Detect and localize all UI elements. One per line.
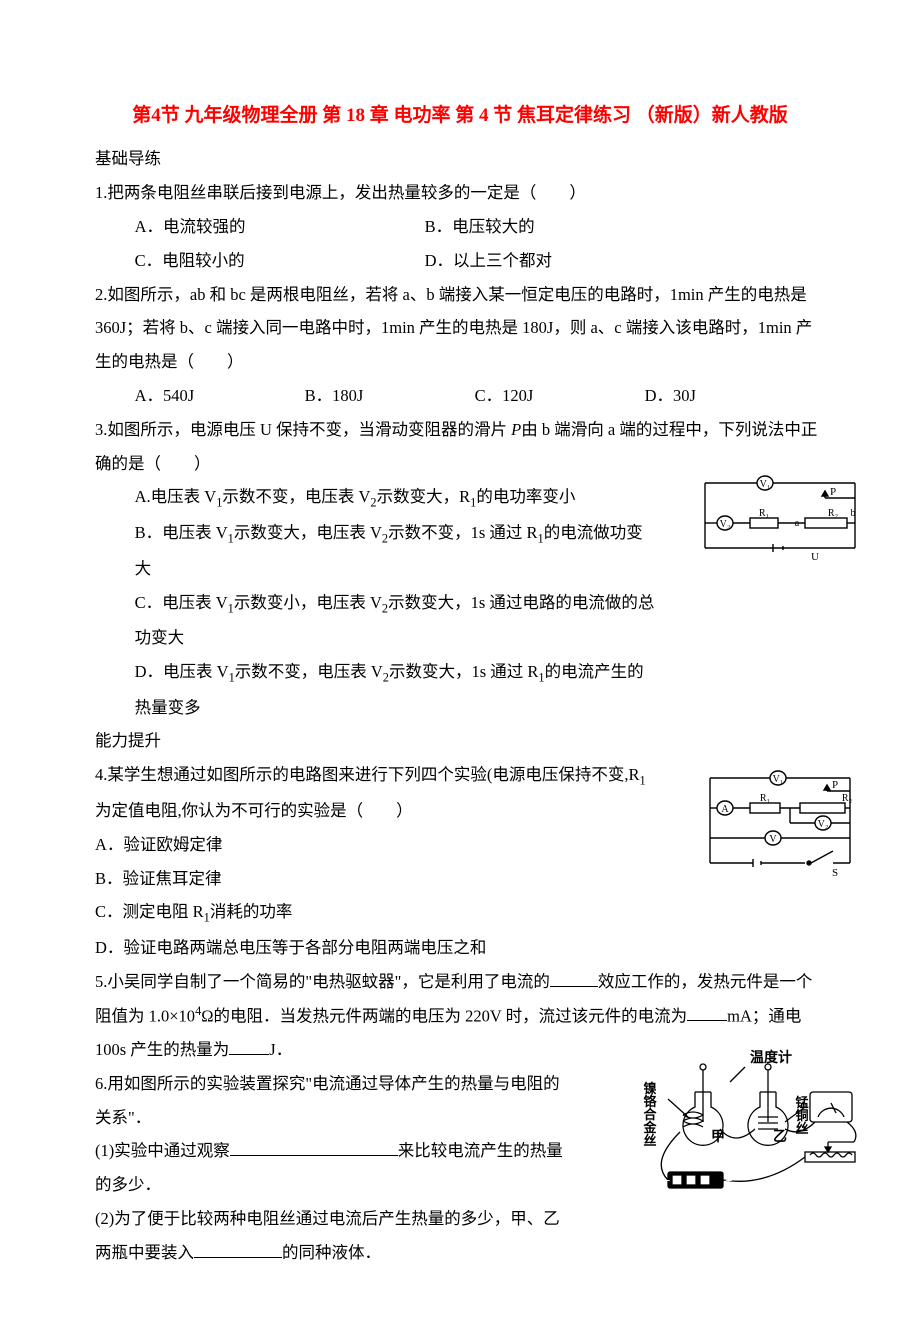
q2-choice-b: B．180J bbox=[305, 379, 475, 413]
svg-text:丝: 丝 bbox=[795, 1121, 808, 1136]
circuit-diagram-q4: V₁ V₂ V A R₁ R₂ P S bbox=[695, 763, 865, 878]
blank-heat bbox=[229, 1038, 269, 1055]
svg-text:P: P bbox=[832, 779, 838, 791]
svg-text:V₁: V₁ bbox=[773, 774, 784, 785]
svg-text:乙: 乙 bbox=[773, 1129, 787, 1145]
q3-stem-italic: P bbox=[511, 420, 521, 439]
q4-choice-c: C．测定电阻 R1消耗的功率 bbox=[95, 895, 825, 931]
svg-text:U: U bbox=[811, 551, 819, 563]
svg-text:−: − bbox=[663, 1173, 670, 1188]
svg-text:R₂: R₂ bbox=[828, 508, 838, 519]
question-2: 2.如图所示，ab 和 bc 是两根电阻丝，若将 a、b 端接入某一恒定电压的电… bbox=[95, 278, 825, 413]
svg-text:R₂: R₂ bbox=[842, 793, 852, 804]
section-advanced: 能力提升 bbox=[95, 724, 825, 758]
svg-text:R₁: R₁ bbox=[759, 508, 769, 519]
svg-text:温度计: 温度计 bbox=[750, 1049, 792, 1066]
blank-effect bbox=[550, 970, 598, 987]
q3-choice-d: D．电压表 V1示数不变，电压表 V2示数变大，1s 通过 R1的电流产生的热量… bbox=[95, 655, 825, 724]
apparatus-diagram-q6: 温度计 镍 铬 合 金 丝 锰 铜 丝 甲 乙 − + bbox=[610, 1037, 870, 1207]
q1-choice-d: D．以上三个都对 bbox=[425, 244, 552, 278]
svg-text:丝: 丝 bbox=[643, 1133, 656, 1148]
q2-choice-a: A．540J bbox=[135, 379, 305, 413]
svg-text:甲: 甲 bbox=[711, 1129, 725, 1145]
q4-choice-d: D．验证电路两端总电压等于各部分电阻两端电压之和 bbox=[95, 931, 825, 965]
svg-text:V: V bbox=[769, 834, 777, 845]
q3-stem-pre: 3.如图所示，电源电压 U 保持不变，当滑动变阻器的滑片 bbox=[95, 420, 511, 439]
svg-text:a: a bbox=[795, 518, 800, 529]
svg-text:S: S bbox=[832, 867, 838, 878]
blank-observe bbox=[230, 1139, 398, 1156]
blank-liquid bbox=[194, 1241, 282, 1258]
svg-text:V₂: V₂ bbox=[818, 819, 829, 830]
q2-stem: 2.如图所示，ab 和 bc 是两根电阻丝，若将 a、b 端接入某一恒定电压的电… bbox=[95, 278, 825, 379]
q1-stem: 1.把两条电阻丝串联后接到电源上，发出热量较多的一定是（ ） bbox=[95, 176, 825, 210]
question-1: 1.把两条电阻丝串联后接到电源上，发出热量较多的一定是（ ） A．电流较强的 B… bbox=[95, 176, 825, 277]
svg-text:+: + bbox=[725, 1173, 732, 1188]
svg-text:V₁: V₁ bbox=[760, 479, 771, 490]
page-title: 第4节 九年级物理全册 第 18 章 电功率 第 4 节 焦耳定律练习 （新版）… bbox=[95, 100, 825, 132]
svg-text:V₂: V₂ bbox=[720, 519, 731, 530]
question-6: 6.用如图所示的实验装置探究"电流通过导体产生的热量与电阻的关系"． (1)实验… bbox=[95, 1067, 825, 1270]
question-4: 4.某学生想通过如图所示的电路图来进行下列四个实验(电源电压保持不变,R1为定值… bbox=[95, 758, 825, 965]
q2-choice-d: D．30J bbox=[645, 379, 696, 413]
q2-choice-c: C．120J bbox=[475, 379, 645, 413]
section-basic: 基础导练 bbox=[95, 142, 825, 176]
q1-choice-a: A．电流较强的 bbox=[135, 210, 425, 244]
q1-choice-b: B．电压较大的 bbox=[425, 210, 535, 244]
circuit-diagram-q3: V₁ V₂ R₁ R₂ a b P U bbox=[695, 463, 865, 563]
q3-choice-c: C．电压表 V1示数变小，电压表 V2示数变大，1s 通过电路的电流做的总功变大 bbox=[95, 586, 825, 655]
blank-current bbox=[687, 1004, 727, 1021]
svg-text:R₁: R₁ bbox=[760, 793, 770, 804]
question-3: 3.如图所示，电源电压 U 保持不变，当滑动变阻器的滑片 P由 b 端滑向 a … bbox=[95, 413, 825, 725]
q1-choice-c: C．电阻较小的 bbox=[135, 244, 425, 278]
svg-text:A: A bbox=[721, 804, 729, 815]
q6-sub2: (2)为了便于比较两种电阻丝通过电流后产生热量的多少，甲、乙两瓶中要装入的同种液… bbox=[95, 1202, 825, 1270]
svg-text:P: P bbox=[830, 486, 836, 498]
svg-text:b: b bbox=[851, 508, 856, 519]
